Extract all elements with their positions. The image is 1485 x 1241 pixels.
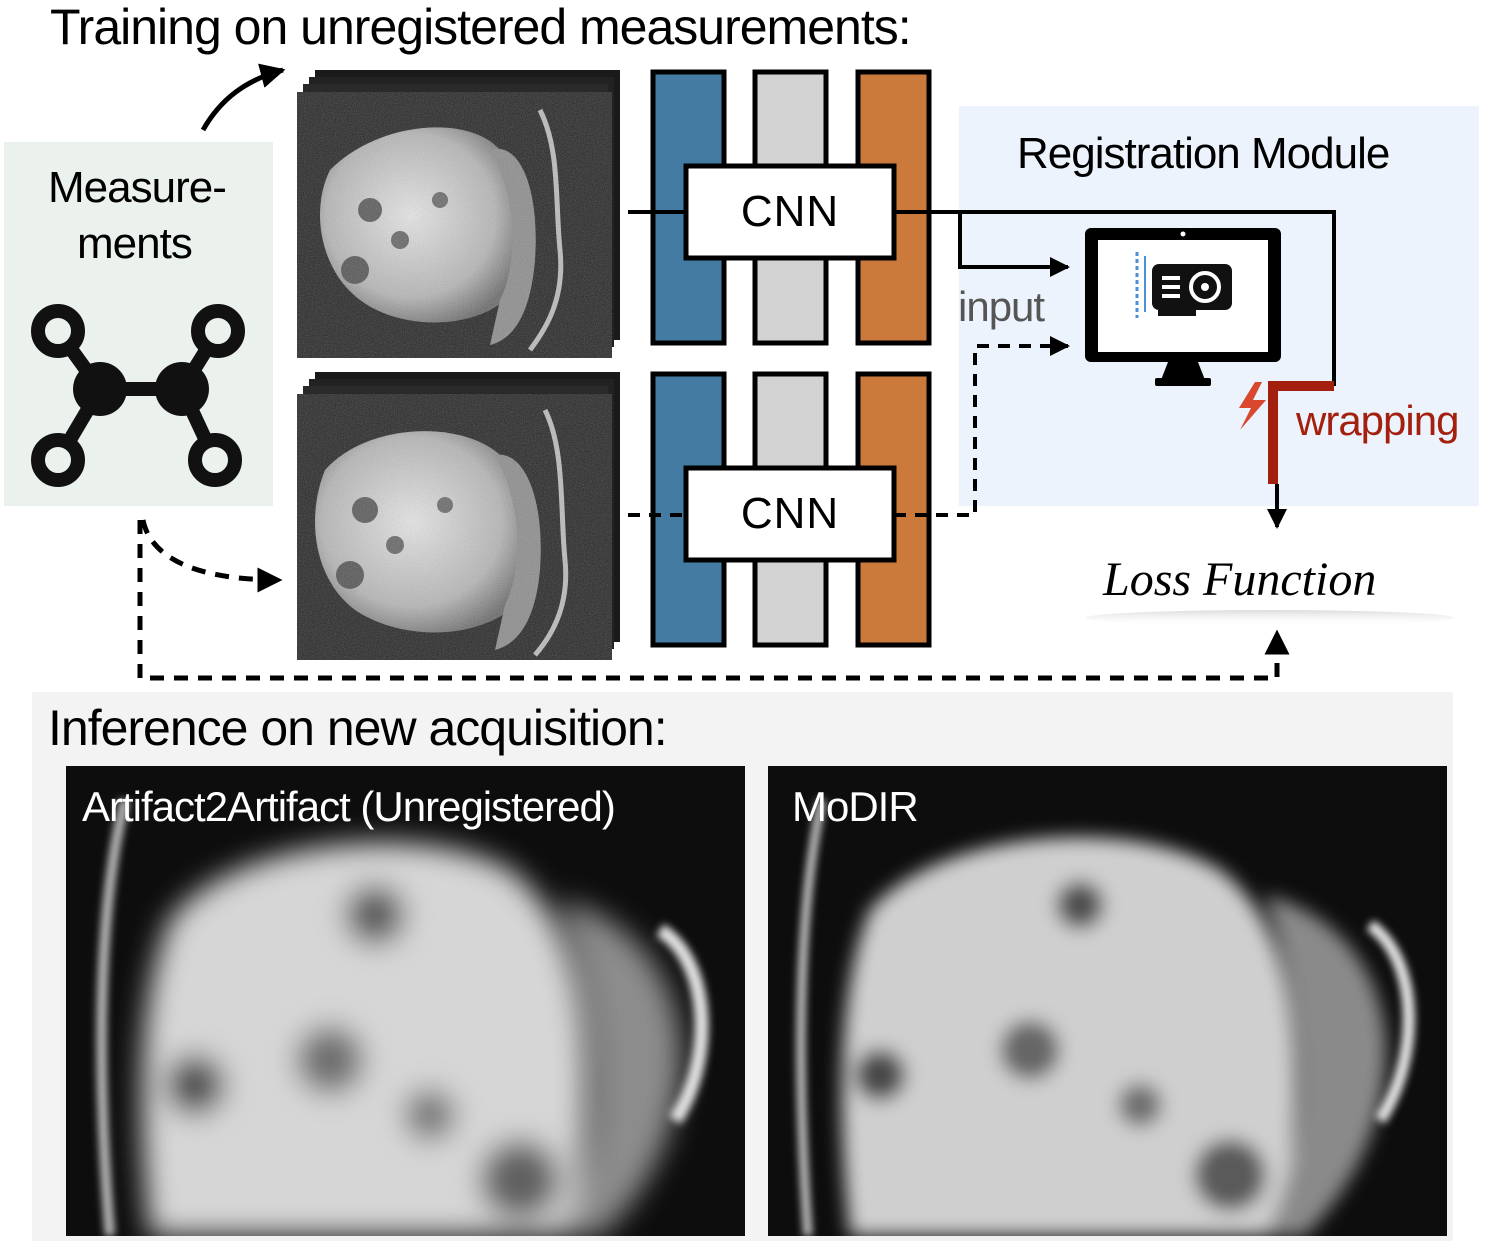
measurements-label-line2: ments xyxy=(77,219,193,268)
right-panel-label: MoDIR xyxy=(792,783,919,830)
registration-module-title: Registration Module xyxy=(1017,129,1390,178)
input-label: input xyxy=(958,283,1045,330)
cnn-bottom-label: CNN xyxy=(740,489,840,538)
inference-title: Inference on new acquisition: xyxy=(48,700,668,756)
cnn-bottom-box xyxy=(683,465,897,563)
wrapping-label: wrapping xyxy=(1296,397,1459,444)
gpu-card-icon xyxy=(1130,250,1238,328)
line-cnn-top-to-wrapping xyxy=(894,210,1336,386)
arrow-to-top-image xyxy=(200,63,286,132)
lightning-icon xyxy=(1239,382,1266,430)
loss-function-label: Loss Function xyxy=(1103,553,1377,606)
wrapping-path xyxy=(1268,381,1334,484)
arrow-measurements-to-loss xyxy=(137,520,1290,681)
loss-function-underline xyxy=(1085,610,1455,626)
arrow-to-bottom-image xyxy=(140,519,283,593)
training-title: Training on unregistered measurements: xyxy=(50,0,912,55)
arrow-cnn-bottom-to-monitor xyxy=(894,336,1070,517)
mri-image-left xyxy=(66,766,745,1236)
measurements-label-line1: Measure- xyxy=(48,163,227,212)
mri-image-right xyxy=(768,766,1447,1236)
top-image-stack xyxy=(297,70,620,358)
graph-node xyxy=(73,362,127,416)
graph-node xyxy=(155,362,209,416)
left-panel-label: Artifact2Artifact (Unregistered) xyxy=(82,783,616,830)
cnn-top-label: CNN xyxy=(740,187,840,236)
arrow-cnn-top-to-monitor xyxy=(958,212,1070,277)
bottom-image-stack xyxy=(297,372,620,660)
